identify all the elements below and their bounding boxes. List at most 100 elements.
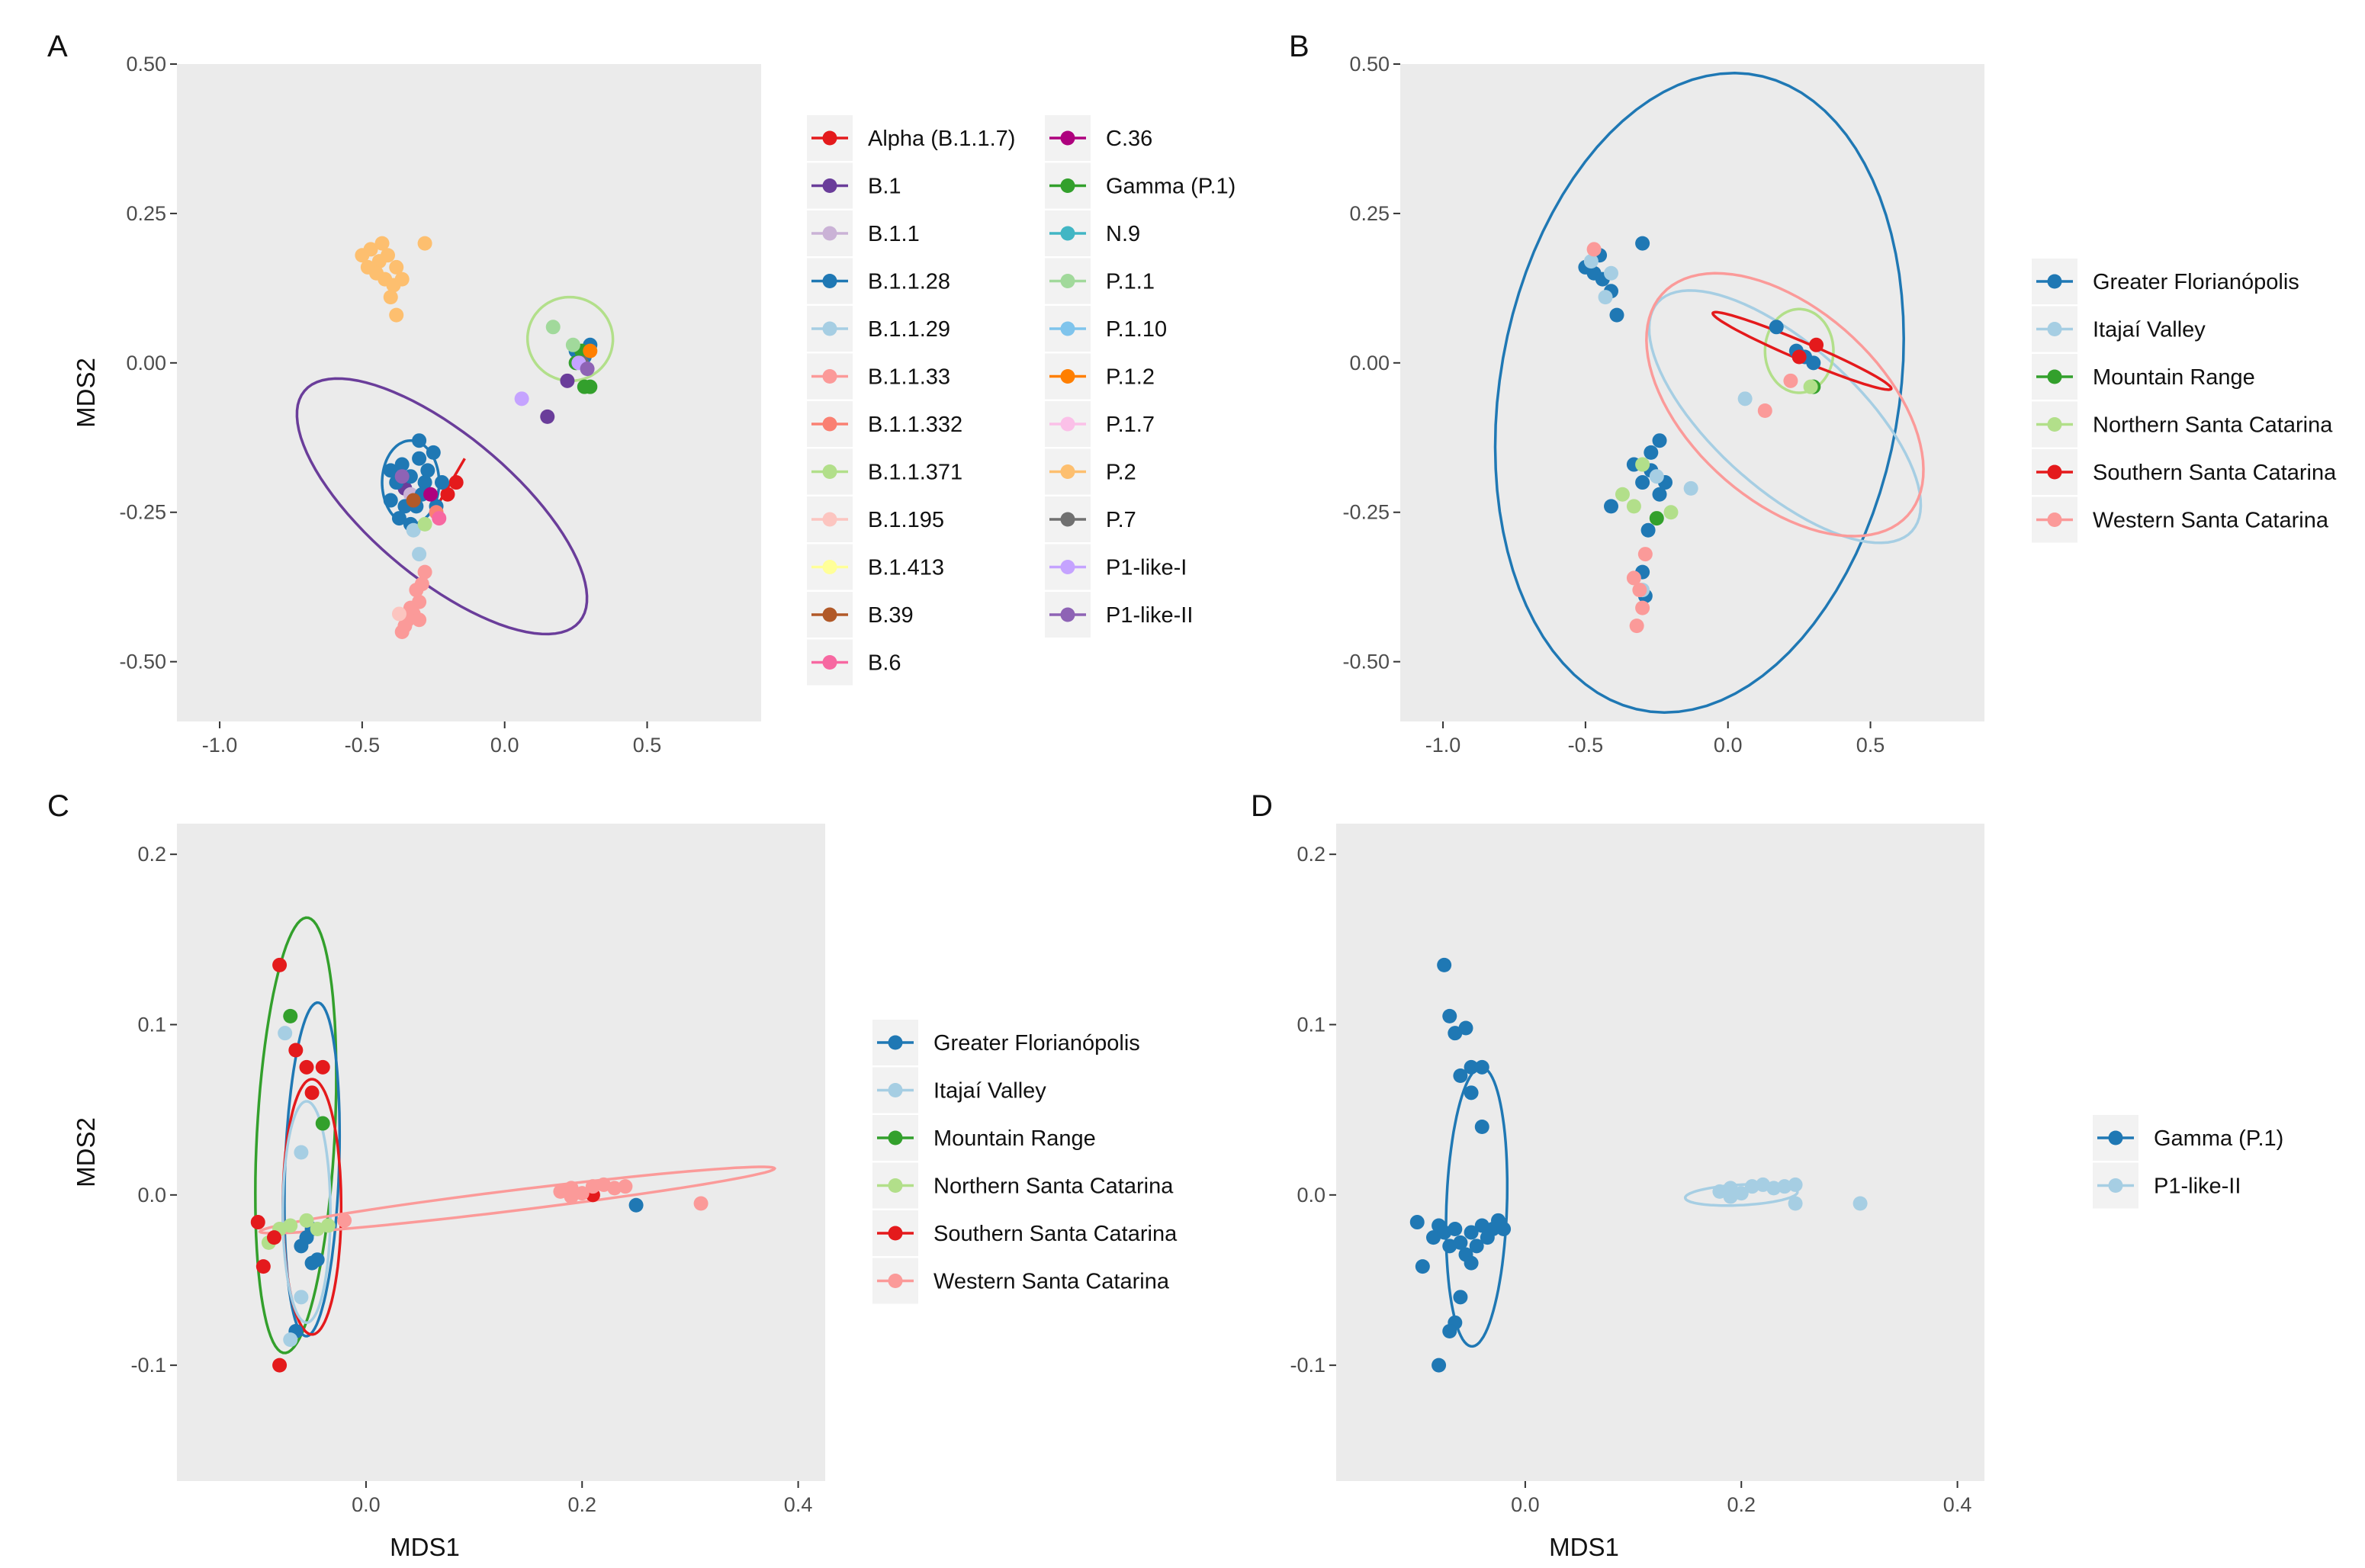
legend-key-dot [822,655,837,670]
panel-c: C 0.2 0.1 0.0 -0.1 0.0 0.2 0.4 MDS2 MDS1 Greater F… [47,789,1178,1561]
x-tick-label: 0.5 [1856,734,1885,757]
legend-item: B.1.1.33 [807,353,950,400]
legend: Greater Florianópolis Itajaí Valley Mounta… [872,1020,1178,1304]
series-b-1-1-33 [394,564,432,639]
legend-key-dot [1060,416,1075,432]
data-point [283,1332,298,1348]
data-point [417,475,432,490]
legend-item: P1-like-II [2093,1162,2241,1209]
legend-label: B.39 [868,603,914,628]
legend-key-dot [1060,130,1075,146]
legend-item: Greater Florianópolis [2032,259,2299,304]
y-axis-title: MDS2 [72,358,100,428]
series-p1-like-ii [394,361,595,484]
data-point [1442,1323,1457,1338]
legend-item: Itajaí Valley [872,1067,1046,1113]
legend-key-dot [1060,560,1075,574]
data-point [432,511,447,526]
legend-label: Itajaí Valley [933,1079,1046,1104]
plot-marks [1493,72,1925,714]
plot-marks [250,916,777,1373]
data-point [283,1008,298,1023]
x-tick-label: -0.5 [345,734,381,757]
data-point [337,1213,352,1228]
data-point [1635,475,1650,490]
x-tick-label: 0.0 [1714,734,1743,757]
data-point [394,457,410,472]
data-point [583,343,598,358]
legend-item: B.6 [807,639,901,686]
series-b-1-195 [391,606,406,622]
data-point [1635,457,1650,472]
confidence-ellipse [1647,289,1923,545]
data-point [1629,619,1644,634]
legend-label: Gamma (P.1) [1106,175,1236,199]
series-b-1-1-29 [406,522,427,562]
legend-key-dot [822,560,837,574]
legend-item: P.1.1 [1045,258,1155,304]
data-point [1453,1235,1468,1250]
series-p-1-1 [545,320,580,352]
legend-item: Southern Santa Catarina [872,1210,1178,1256]
legend-item: Alpha (B.1.1.7) [807,115,1015,161]
plot-area [177,64,761,721]
confidence-ellipse [295,377,589,636]
legend-key-dot [2108,1130,2123,1145]
legend-key-dot [822,321,837,336]
legend-item: Greater Florianópolis [872,1020,1140,1065]
data-point [409,583,424,598]
data-point [565,337,580,352]
legend-label: Greater Florianópolis [933,1031,1140,1056]
panel-label: B [1289,30,1309,63]
legend-label: B.1.1 [868,222,920,246]
legend-key-dot [1060,607,1075,622]
series-p-2 [355,236,432,323]
data-point [1769,320,1784,335]
data-point [1649,469,1664,484]
y-axis-title: MDS2 [72,1117,100,1187]
confidence-ellipse [1493,72,1905,714]
series-p-1-2 [583,343,598,358]
series-b-39 [406,493,421,508]
legend-item: B.1.1.332 [807,401,962,447]
data-point [1432,1358,1447,1373]
data-point [412,612,427,628]
legend-item: B.1.195 [807,496,944,542]
y-tick-label: 0.1 [1297,1014,1325,1036]
legend-label: P1-like-II [1106,603,1193,628]
data-point [1609,307,1624,323]
data-point [360,259,375,275]
data-point [1496,1221,1512,1236]
legend-key-dot [2047,464,2062,480]
legend-label: B.1.195 [868,508,944,532]
legend-label: P.7 [1106,508,1136,532]
data-point [391,606,406,622]
series-alpha-b-1-1-7- [440,475,464,502]
data-point [583,379,598,394]
data-point [383,290,398,305]
y-tick-label: 0.50 [1349,53,1390,76]
data-point [560,373,575,388]
series-western-santa-catarina [1586,242,1798,634]
legend-key-dot [2047,274,2062,289]
data-point [1464,1059,1479,1075]
legend-key-dot [822,130,837,146]
data-point [1757,403,1772,419]
data-point [1448,1221,1463,1236]
x-axis-title: MDS1 [1549,1533,1619,1561]
data-point [435,475,450,490]
data-point [363,242,378,257]
legend-key-dot [2047,322,2062,336]
legend-key-dot [2047,512,2062,527]
legend-label: P.2 [1106,461,1136,485]
series-itaja-valley [1583,254,1753,598]
y-tick-label: 0.50 [126,53,166,76]
y-tick-label: 0.25 [126,202,166,225]
panel-label: D [1251,789,1273,823]
x-tick-label: 0.2 [567,1493,596,1516]
legend-label: Mountain Range [933,1126,1096,1151]
data-point [420,463,435,478]
data-point [1649,511,1664,526]
legend: Gamma (P.1) P1-like-II [2093,1115,2283,1209]
data-point [1788,1177,1803,1192]
